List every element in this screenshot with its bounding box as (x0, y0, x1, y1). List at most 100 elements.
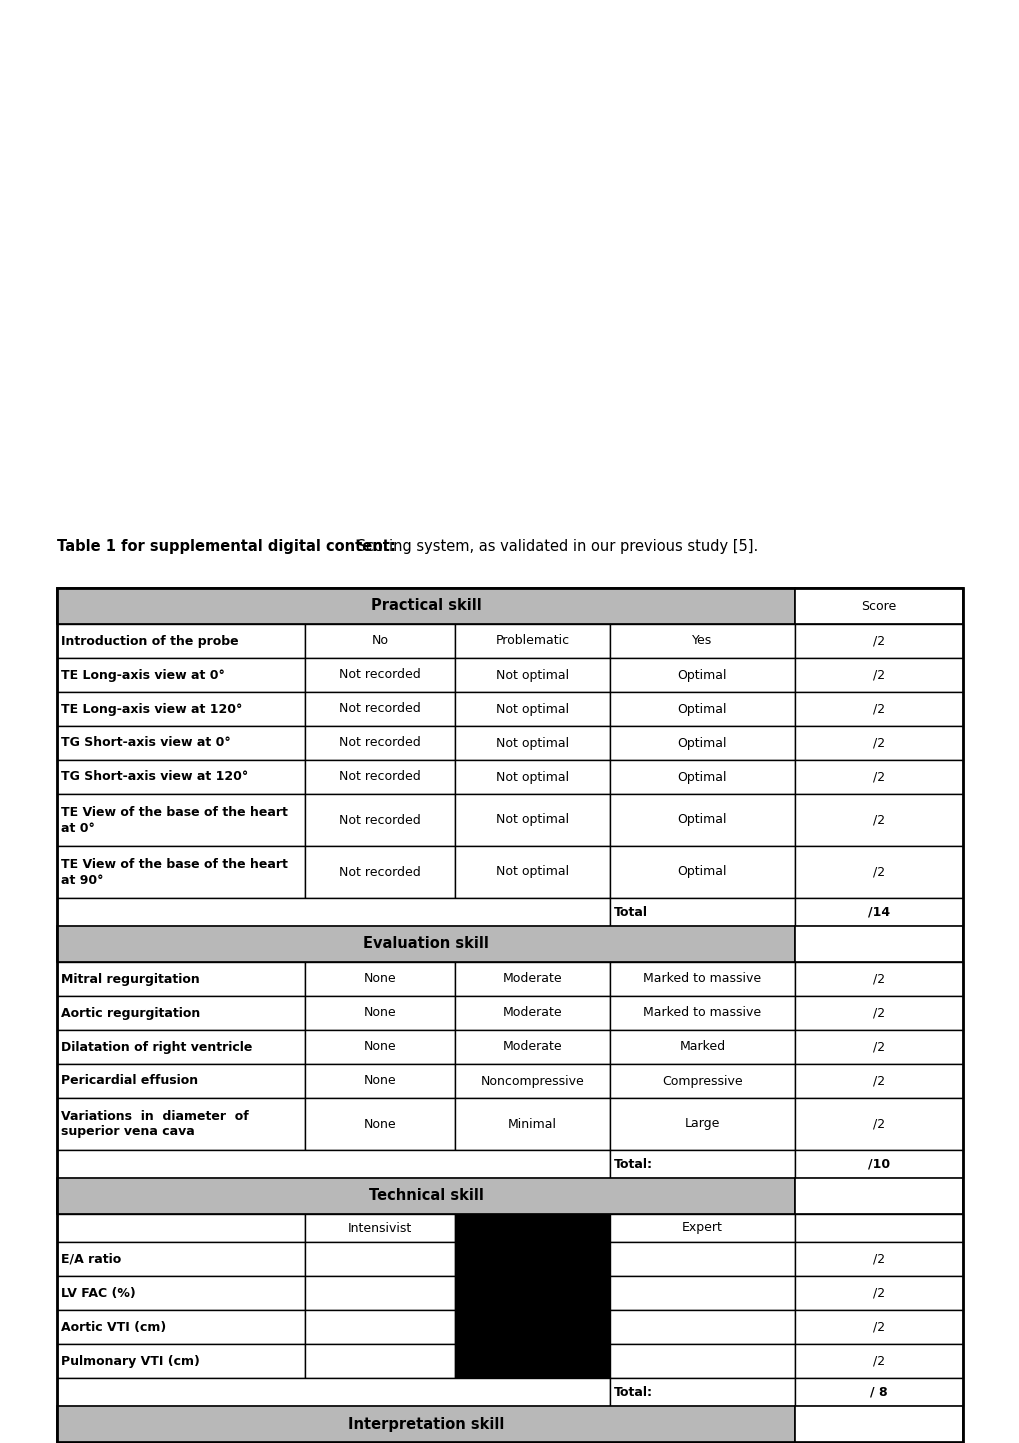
Bar (609, 1242, 794, 1276)
Bar (609, 1063, 794, 1098)
Text: Total:: Total: (613, 1385, 652, 1398)
Bar (57, 587, 794, 623)
Bar (609, 693, 794, 726)
Bar (305, 658, 454, 693)
Text: None: None (364, 1040, 396, 1053)
Bar (454, 996, 609, 1030)
Bar (454, 693, 609, 726)
Bar (57, 1150, 609, 1177)
Text: Not recorded: Not recorded (338, 771, 421, 784)
Text: /2: /2 (872, 866, 884, 879)
Text: Total: Total (613, 906, 647, 919)
Text: Optimal: Optimal (677, 703, 727, 716)
Bar (57, 1177, 794, 1214)
Text: Minimal: Minimal (507, 1117, 556, 1130)
Text: Variations  in  diameter  of: Variations in diameter of (61, 1110, 249, 1123)
Text: /2: /2 (872, 1117, 884, 1130)
Bar (57, 1242, 305, 1276)
Text: /2: /2 (872, 736, 884, 749)
Bar (454, 1242, 609, 1276)
Bar (57, 760, 305, 794)
Bar (609, 726, 794, 760)
Text: TE Long-axis view at 120°: TE Long-axis view at 120° (61, 703, 243, 716)
Text: TG Short-axis view at 0°: TG Short-axis view at 0° (61, 736, 230, 749)
Bar (794, 1276, 962, 1310)
Bar (454, 1276, 609, 1310)
Text: Technical skill: Technical skill (368, 1189, 483, 1203)
Bar (794, 846, 962, 898)
Text: Intensivist: Intensivist (347, 1222, 412, 1235)
Text: Not optimal: Not optimal (495, 814, 569, 827)
Text: Marked: Marked (679, 1040, 725, 1053)
Bar (57, 1276, 305, 1310)
Text: TE View of the base of the heart: TE View of the base of the heart (61, 805, 287, 818)
Text: /2: /2 (872, 668, 884, 681)
Text: None: None (364, 1007, 396, 1020)
Text: Optimal: Optimal (677, 866, 727, 879)
Bar (609, 1150, 794, 1177)
Text: Expert: Expert (682, 1222, 722, 1235)
Bar (609, 1098, 794, 1150)
Bar (454, 1343, 609, 1378)
Bar (454, 1214, 609, 1242)
Text: Moderate: Moderate (502, 973, 561, 986)
Bar (305, 794, 454, 846)
Text: Marked to massive: Marked to massive (643, 1007, 761, 1020)
Bar (794, 1177, 962, 1214)
Bar (609, 1030, 794, 1063)
Bar (609, 658, 794, 693)
Bar (57, 1405, 794, 1442)
Bar (305, 1214, 454, 1242)
Text: / 8: / 8 (869, 1385, 887, 1398)
Bar (454, 658, 609, 693)
Text: Not optimal: Not optimal (495, 668, 569, 681)
Text: /2: /2 (872, 1040, 884, 1053)
Text: /2: /2 (872, 771, 884, 784)
Bar (305, 1098, 454, 1150)
Text: Noncompressive: Noncompressive (480, 1075, 584, 1088)
Bar (794, 1098, 962, 1150)
Bar (609, 1343, 794, 1378)
Bar (794, 760, 962, 794)
Text: Evaluation skill: Evaluation skill (363, 937, 488, 951)
Text: /2: /2 (872, 703, 884, 716)
Text: /2: /2 (872, 1287, 884, 1300)
Text: Dilatation of right ventricle: Dilatation of right ventricle (61, 1040, 252, 1053)
Bar (305, 1343, 454, 1378)
Bar (794, 1343, 962, 1378)
Text: Total:: Total: (613, 1157, 652, 1170)
Bar (305, 996, 454, 1030)
Bar (454, 1310, 609, 1343)
Bar (794, 1310, 962, 1343)
Bar (454, 1098, 609, 1150)
Bar (305, 1310, 454, 1343)
Bar (609, 760, 794, 794)
Text: TE View of the base of the heart: TE View of the base of the heart (61, 857, 287, 870)
Bar (57, 1063, 305, 1098)
Bar (305, 962, 454, 996)
Bar (609, 996, 794, 1030)
Text: Pulmonary VTI (cm): Pulmonary VTI (cm) (61, 1355, 200, 1368)
Bar (57, 658, 305, 693)
Text: Compressive: Compressive (661, 1075, 742, 1088)
Text: Practical skill: Practical skill (370, 599, 481, 613)
Text: /14: /14 (867, 906, 890, 919)
Text: /2: /2 (872, 1355, 884, 1368)
Bar (305, 760, 454, 794)
Text: Optimal: Optimal (677, 771, 727, 784)
Bar (609, 962, 794, 996)
Bar (57, 1214, 305, 1242)
Bar (794, 926, 962, 962)
Bar (57, 926, 794, 962)
Bar (454, 726, 609, 760)
Bar (794, 898, 962, 926)
Bar (794, 1214, 962, 1242)
Bar (454, 760, 609, 794)
Text: Optimal: Optimal (677, 668, 727, 681)
Text: Moderate: Moderate (502, 1007, 561, 1020)
Text: Moderate: Moderate (502, 1040, 561, 1053)
Text: Not recorded: Not recorded (338, 866, 421, 879)
Text: Aortic VTI (cm): Aortic VTI (cm) (61, 1320, 166, 1333)
Text: Yes: Yes (692, 635, 712, 648)
Text: /2: /2 (872, 814, 884, 827)
